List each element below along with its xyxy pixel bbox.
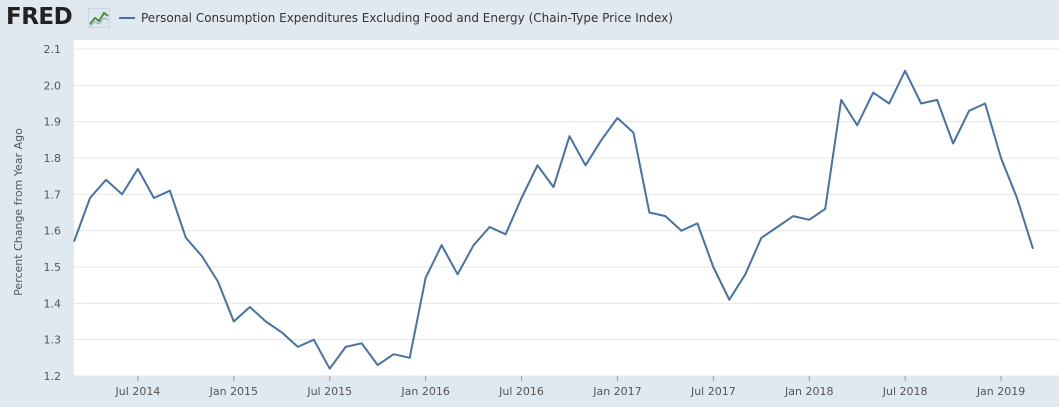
data-point[interactable]: [790, 213, 796, 219]
data-point[interactable]: [726, 297, 732, 303]
data-point[interactable]: [614, 115, 620, 121]
data-point[interactable]: [391, 351, 397, 357]
data-point[interactable]: [135, 166, 141, 172]
x-tick-label: Jan 2015: [209, 385, 258, 398]
data-point[interactable]: [1030, 246, 1036, 252]
data-point[interactable]: [934, 97, 940, 103]
y-tick-label: 1.5: [44, 261, 62, 274]
legend-swatch: [119, 17, 135, 19]
data-point[interactable]: [247, 304, 253, 310]
y-tick-label: 1.3: [44, 334, 62, 347]
data-point[interactable]: [327, 366, 333, 372]
y-tick-label: 1.4: [44, 297, 62, 310]
data-point[interactable]: [758, 235, 764, 241]
x-tick-label: Jan 2019: [976, 385, 1025, 398]
data-point[interactable]: [774, 224, 780, 230]
data-point[interactable]: [886, 101, 892, 107]
data-point[interactable]: [854, 122, 860, 128]
data-point[interactable]: [806, 217, 812, 223]
data-point[interactable]: [950, 140, 956, 146]
x-tick-label: Jul 2016: [498, 385, 544, 398]
y-tick-label: 1.7: [44, 188, 62, 201]
data-point[interactable]: [263, 319, 269, 325]
data-point[interactable]: [407, 355, 413, 361]
data-point[interactable]: [902, 68, 908, 74]
data-point[interactable]: [423, 275, 429, 281]
data-point[interactable]: [343, 344, 349, 350]
data-point[interactable]: [551, 184, 557, 190]
x-tick-label: Jul 2014: [115, 385, 161, 398]
data-point[interactable]: [998, 155, 1004, 161]
plot-area: [74, 40, 1059, 376]
x-axis-ticks: Jul 2014 Jan 2015 Jul 2015 Jan 2016 Jul 2016…: [115, 376, 1025, 398]
data-point[interactable]: [503, 231, 509, 237]
data-point[interactable]: [87, 195, 93, 201]
data-point[interactable]: [183, 235, 189, 241]
series-group: [71, 68, 1036, 372]
data-point[interactable]: [103, 177, 109, 183]
data-point[interactable]: [710, 264, 716, 270]
data-point[interactable]: [822, 206, 828, 212]
data-point[interactable]: [471, 242, 477, 248]
data-point[interactable]: [566, 133, 572, 139]
y-axis-label: Percent Change from Year Ago: [12, 128, 25, 296]
legend[interactable]: Personal Consumption Expenditures Exclud…: [119, 11, 673, 25]
data-point[interactable]: [215, 279, 221, 285]
y-tick-label: 1.6: [44, 225, 62, 238]
data-point[interactable]: [918, 101, 924, 107]
data-point[interactable]: [742, 271, 748, 277]
legend-label: Personal Consumption Expenditures Exclud…: [141, 11, 673, 25]
data-point[interactable]: [119, 191, 125, 197]
data-point[interactable]: [838, 97, 844, 103]
y-tick-label: 1.9: [44, 116, 62, 129]
gridlines: [74, 48, 1059, 377]
data-point[interactable]: [359, 340, 365, 346]
data-point[interactable]: [678, 228, 684, 234]
data-point[interactable]: [870, 90, 876, 96]
x-tick-label: Jan 2018: [784, 385, 833, 398]
data-point[interactable]: [439, 242, 445, 248]
data-point[interactable]: [982, 101, 988, 107]
y-tick-label: 1.8: [44, 152, 62, 165]
x-tick-label: Jan 2017: [592, 385, 641, 398]
data-point[interactable]: [279, 329, 285, 335]
data-point[interactable]: [598, 137, 604, 143]
data-point[interactable]: [199, 253, 205, 259]
data-point[interactable]: [630, 130, 636, 136]
data-point[interactable]: [487, 224, 493, 230]
x-tick-label: Jul 2015: [306, 385, 352, 398]
data-point[interactable]: [646, 210, 652, 216]
data-point[interactable]: [295, 344, 301, 350]
data-point[interactable]: [1014, 195, 1020, 201]
fred-logo-graph-icon: [88, 8, 110, 28]
data-point[interactable]: [519, 195, 525, 201]
y-tick-label: 2.0: [44, 79, 62, 92]
data-point[interactable]: [311, 337, 317, 343]
data-point[interactable]: [582, 162, 588, 168]
x-tick-label: Jan 2016: [400, 385, 449, 398]
data-point[interactable]: [694, 220, 700, 226]
data-point[interactable]: [455, 271, 461, 277]
data-point[interactable]: [375, 362, 381, 368]
data-point[interactable]: [231, 319, 237, 325]
x-tick-label: Jul 2017: [690, 385, 736, 398]
series-line[interactable]: [73, 69, 1034, 370]
fred-logo[interactable]: FRED: [6, 4, 73, 30]
y-tick-label: 2.1: [44, 43, 62, 56]
data-point[interactable]: [167, 188, 173, 194]
data-point[interactable]: [151, 195, 157, 201]
data-point[interactable]: [535, 162, 541, 168]
data-point[interactable]: [662, 213, 668, 219]
y-axis-ticks: 1.2 1.3 1.4 1.5 1.6 1.7 1.8 1.9 2.0 2.1: [44, 43, 62, 383]
data-point[interactable]: [966, 108, 972, 114]
chart-header: FRED Personal Consumption Expenditures E…: [0, 0, 1059, 40]
data-point[interactable]: [71, 239, 77, 245]
y-tick-label: 1.2: [44, 370, 62, 383]
x-tick-label: Jul 2018: [882, 385, 928, 398]
